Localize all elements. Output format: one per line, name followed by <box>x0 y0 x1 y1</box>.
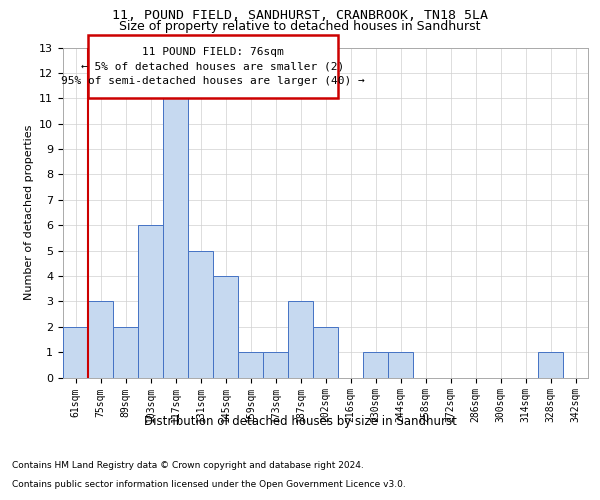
Bar <box>363 352 388 378</box>
Bar <box>163 98 188 378</box>
Text: Contains public sector information licensed under the Open Government Licence v3: Contains public sector information licen… <box>12 480 406 489</box>
Bar <box>213 276 238 378</box>
Text: 11 POUND FIELD: 76sqm
← 5% of detached houses are smaller (2)
95% of semi-detach: 11 POUND FIELD: 76sqm ← 5% of detached h… <box>61 46 365 86</box>
Bar <box>313 326 338 378</box>
Bar <box>138 225 163 378</box>
Bar <box>388 352 413 378</box>
Bar <box>288 302 313 378</box>
Bar <box>113 326 138 378</box>
Bar <box>263 352 288 378</box>
Text: Contains HM Land Registry data © Crown copyright and database right 2024.: Contains HM Land Registry data © Crown c… <box>12 461 364 470</box>
Bar <box>88 302 113 378</box>
Bar <box>63 326 88 378</box>
Text: Distribution of detached houses by size in Sandhurst: Distribution of detached houses by size … <box>143 415 457 428</box>
Bar <box>238 352 263 378</box>
Bar <box>88 35 338 98</box>
Bar <box>538 352 563 378</box>
Text: Size of property relative to detached houses in Sandhurst: Size of property relative to detached ho… <box>119 20 481 33</box>
Bar <box>188 250 213 378</box>
Text: 11, POUND FIELD, SANDHURST, CRANBROOK, TN18 5LA: 11, POUND FIELD, SANDHURST, CRANBROOK, T… <box>112 9 488 22</box>
Y-axis label: Number of detached properties: Number of detached properties <box>23 125 34 300</box>
